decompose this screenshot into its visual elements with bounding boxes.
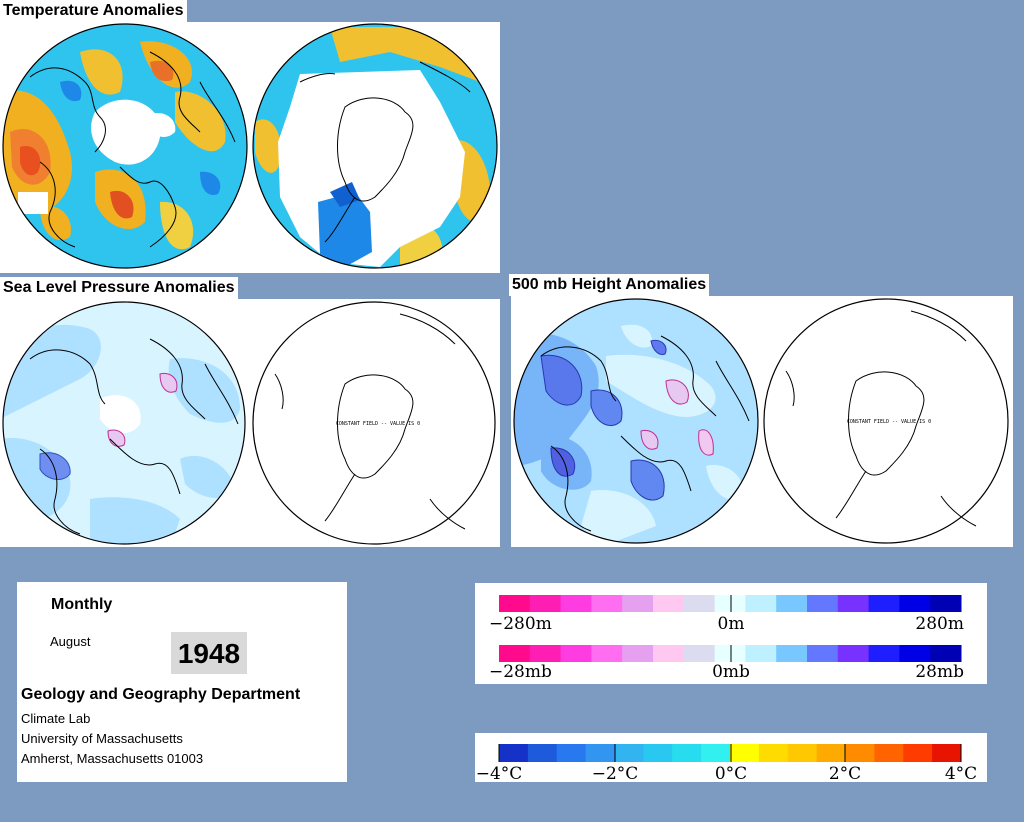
height-south-map: CONSTANT FIELD -- VALUE IS 0 xyxy=(763,298,1009,544)
temperature-legend: −4°C −2°C 0°C 2°C 4°C xyxy=(475,733,987,782)
address-line: Amherst, Massachusetts 01003 xyxy=(21,751,204,766)
temperature-colorbar-swatch xyxy=(672,744,702,762)
temperature-colorbar-swatch xyxy=(845,744,875,762)
temperature-colorbar-swatch xyxy=(585,744,616,762)
temperature-colorbar-swatch xyxy=(730,744,760,762)
height-title: 500 mb Height Anomalies xyxy=(509,274,710,296)
info-box: Monthly August 1948 Geology and Geograph… xyxy=(17,582,347,782)
temperature-panel xyxy=(0,22,500,273)
temperature-colorbar-swatch xyxy=(874,744,904,762)
height-colorbar-swatch xyxy=(653,595,685,612)
month-label: August xyxy=(50,634,91,649)
pressure-colorbar-swatch xyxy=(499,645,531,662)
slp-north-map xyxy=(3,302,245,544)
pressure-max-label: 28mb xyxy=(915,662,964,682)
pressure-colorbar-swatch xyxy=(837,645,870,662)
temperature-colorbar-swatch xyxy=(643,744,673,762)
pressure-colorbar-swatch xyxy=(899,645,931,662)
height-pressure-legend: −280m 0m 280m −28mb 0mb 28mb xyxy=(475,583,987,684)
height-colorbar-swatch xyxy=(714,595,746,612)
slp-south-map: CONSTANT FIELD -- VALUE IS 0 xyxy=(252,301,496,545)
lab-name: Climate Lab xyxy=(21,711,91,726)
height-min-label: −280m xyxy=(489,614,552,634)
pressure-colorbar-swatch xyxy=(529,645,562,662)
temperature-colorbar-swatch xyxy=(701,744,731,762)
height-panel: CONSTANT FIELD -- VALUE IS 0 xyxy=(511,296,1013,547)
pressure-colorbar-swatch xyxy=(776,645,808,662)
temperature-colorbar-swatch xyxy=(816,744,847,762)
period-label: Monthly xyxy=(51,596,113,613)
temperature-title: Temperature Anomalies xyxy=(0,0,187,22)
temperature-tick-label: 0°C xyxy=(715,764,747,782)
temperature-tick-label: −2°C xyxy=(592,764,639,782)
temperature-tick-label: −4°C xyxy=(476,764,523,782)
temperature-colorbar-swatch xyxy=(556,744,587,762)
pressure-colorbar-swatch xyxy=(622,645,654,662)
pressure-colorbar-swatch xyxy=(807,645,839,662)
height-colorbar-swatch xyxy=(560,595,592,612)
pressure-colorbar-swatch xyxy=(653,645,685,662)
height-colorbar-swatch xyxy=(499,595,531,612)
pressure-colorbar-swatch xyxy=(745,645,777,662)
temperature-colorbar-swatch xyxy=(614,744,644,762)
pressure-colorbar-swatch xyxy=(560,645,592,662)
height-mid-label: 0m xyxy=(718,614,745,634)
height-north-map xyxy=(514,299,758,543)
pressure-colorbar-swatch xyxy=(591,645,623,662)
height-colorbar-swatch xyxy=(868,595,900,612)
pressure-colorbar xyxy=(499,645,962,662)
height-colorbar-swatch xyxy=(683,595,716,612)
pressure-colorbar-swatch xyxy=(930,645,962,662)
height-max-label: 280m xyxy=(915,614,964,634)
slp-constant-field-note: CONSTANT FIELD -- VALUE IS 0 xyxy=(336,421,420,427)
temperature-colorbar-swatch xyxy=(758,744,789,762)
department-name: Geology and Geography Department xyxy=(21,686,301,703)
temperature-colorbar xyxy=(499,744,962,762)
height-colorbar-swatch xyxy=(529,595,562,612)
temperature-colorbar-swatch xyxy=(527,744,558,762)
year-display: 1948 xyxy=(171,632,247,674)
height-colorbar-swatch xyxy=(899,595,931,612)
height-colorbar-swatch xyxy=(837,595,870,612)
temperature-colorbar-swatch xyxy=(903,744,933,762)
pressure-mid-label: 0mb xyxy=(712,662,750,682)
height-colorbar-swatch xyxy=(807,595,839,612)
pressure-colorbar-swatch xyxy=(714,645,746,662)
slp-title: Sea Level Pressure Anomalies xyxy=(0,277,238,299)
height-colorbar-swatch xyxy=(930,595,962,612)
pressure-colorbar-swatch xyxy=(683,645,716,662)
slp-panel: CONSTANT FIELD -- VALUE IS 0 xyxy=(0,299,500,547)
pressure-min-label: −28mb xyxy=(489,662,552,682)
height-constant-field-note: CONSTANT FIELD -- VALUE IS 0 xyxy=(847,419,931,425)
temperature-colorbar-swatch xyxy=(499,744,529,762)
temperature-tick-label: 4°C xyxy=(945,764,977,782)
height-colorbar-swatch xyxy=(622,595,654,612)
temperature-colorbar-swatch xyxy=(787,744,818,762)
height-colorbar xyxy=(499,595,962,612)
temperature-tick-label: 2°C xyxy=(829,764,861,782)
height-colorbar-swatch xyxy=(776,595,808,612)
height-colorbar-swatch xyxy=(591,595,623,612)
pressure-colorbar-swatch xyxy=(868,645,900,662)
height-colorbar-swatch xyxy=(745,595,777,612)
university-name: University of Massachusetts xyxy=(21,731,183,746)
temperature-south-map xyxy=(253,24,497,268)
temperature-north-map xyxy=(3,24,247,268)
temperature-colorbar-swatch xyxy=(932,744,962,762)
